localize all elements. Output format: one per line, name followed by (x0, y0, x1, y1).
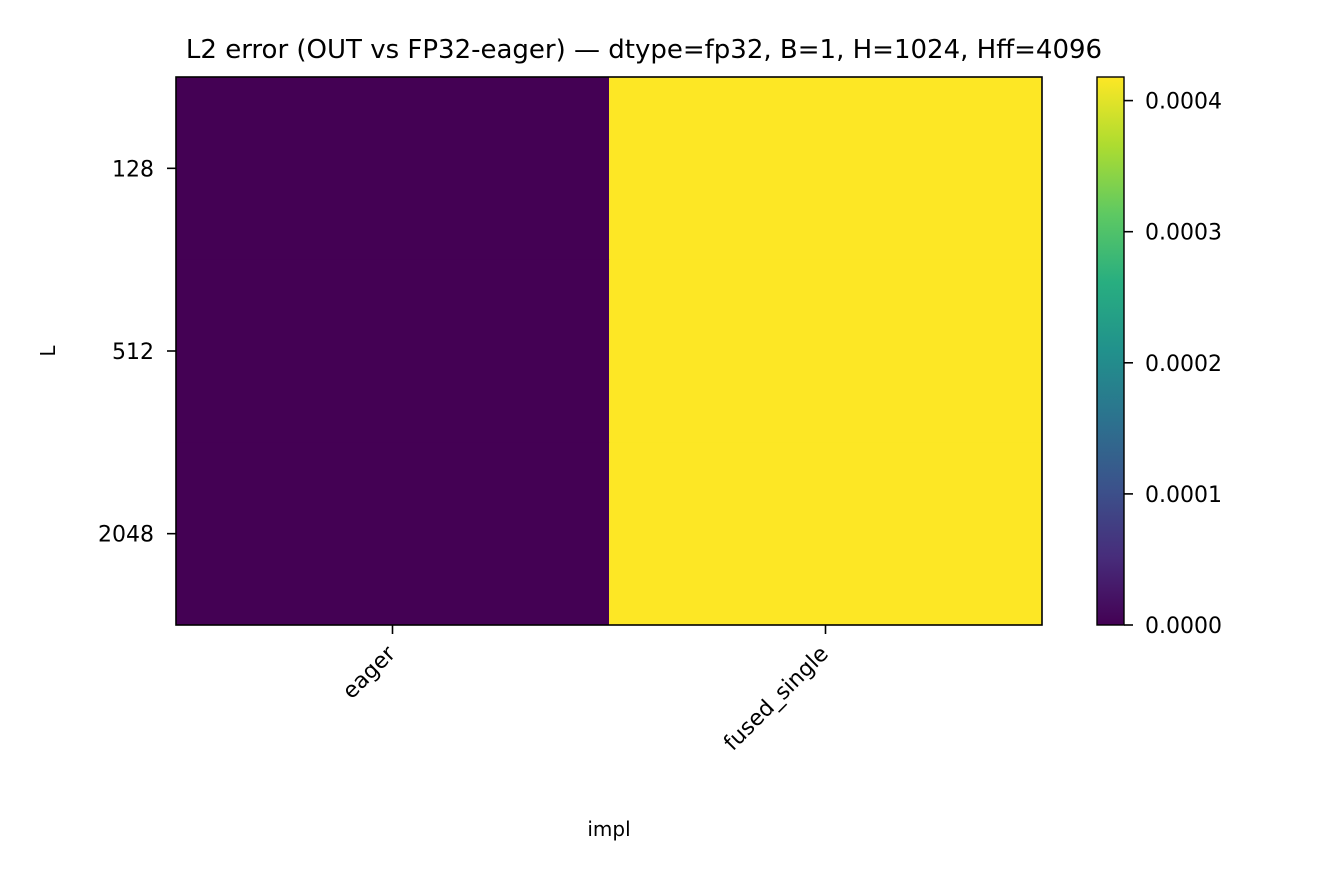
y-tick-label: 2048 (98, 523, 154, 548)
colorbar-ticks: 0.0000 0.0001 0.0002 0.0003 0.0004 (1124, 90, 1222, 639)
x-axis-ticks: eager fused_single (338, 625, 834, 756)
heatmap-cell-2048-eager (176, 442, 610, 626)
colorbar-tick-label: 0.0003 (1145, 221, 1222, 246)
y-axis-label: L (36, 345, 60, 357)
heatmap-cell-512-eager (176, 259, 610, 443)
y-tick-label: 128 (112, 157, 154, 182)
colorbar-tick-label: 0.0001 (1145, 483, 1222, 508)
colorbar-tick-label: 0.0002 (1145, 352, 1222, 377)
y-tick-label: 512 (112, 340, 154, 365)
heatmap-cell-128-fused_single (609, 77, 1043, 261)
colorbar (1096, 76, 1125, 626)
x-tick-label: fused_single (719, 642, 833, 756)
heatmap-cell-512-fused_single (609, 259, 1043, 443)
heatmap-cell-128-eager (176, 77, 610, 261)
x-axis-label: impl (587, 817, 630, 841)
colorbar-tick-label: 0.0000 (1145, 614, 1222, 639)
y-axis-ticks: 128 512 2048 (98, 157, 176, 548)
heatmap-cell-2048-fused_single (609, 442, 1043, 626)
colorbar-tick-label: 0.0004 (1145, 90, 1222, 115)
chart-title: L2 error (OUT vs FP32-eager) — dtype=fp3… (186, 35, 1102, 65)
x-tick-label: eager (338, 641, 401, 704)
heatmap-cells (176, 77, 1043, 626)
